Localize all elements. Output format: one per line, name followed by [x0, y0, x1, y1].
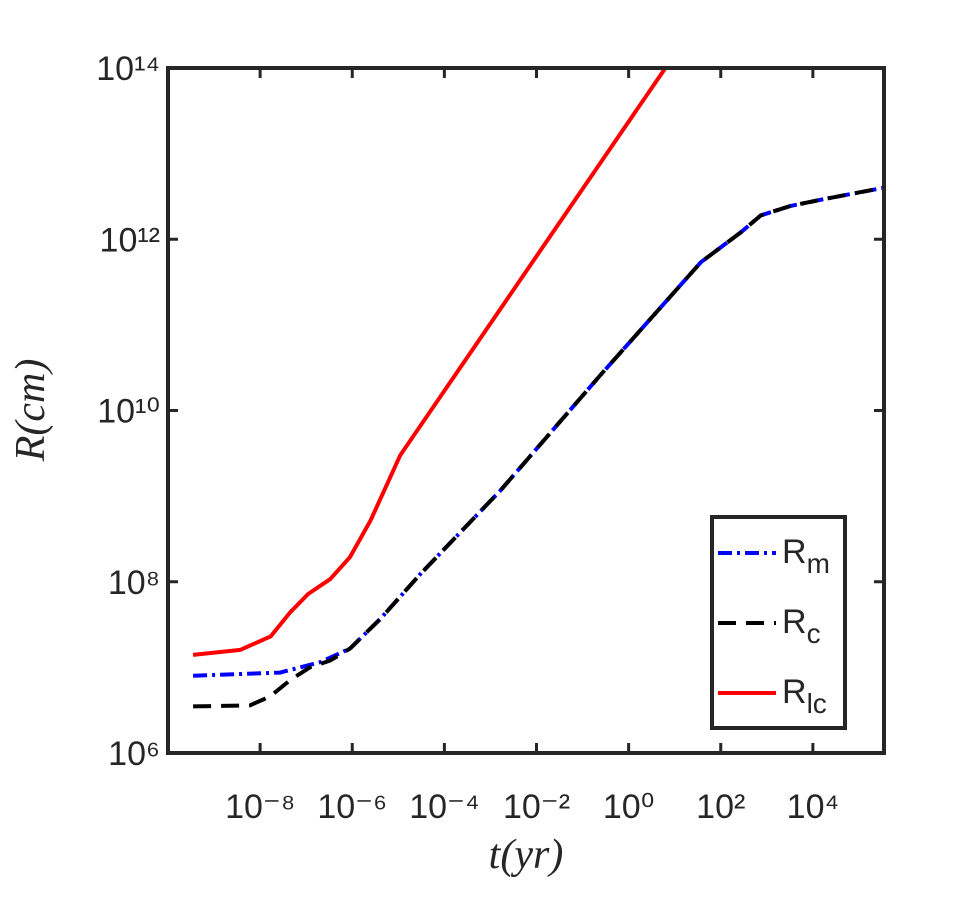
x-axis-label: t(yr) — [489, 832, 564, 878]
y-axis-label: R(cm) — [8, 359, 54, 463]
x-tick-label: 10⁻⁴ — [409, 788, 479, 826]
y-tick-label: 10⁸ — [108, 564, 160, 602]
y-tick-label: 10¹² — [100, 221, 160, 259]
y-tick-label: 10⁶ — [108, 735, 160, 773]
line — [193, 185, 884, 709]
x-tick-label: 10² — [696, 788, 745, 826]
plot-frame — [166, 66, 886, 755]
x-tick-label: 10⁻⁸ — [225, 788, 295, 826]
x-tick-label: 10⁴ — [787, 788, 839, 826]
x-tick-label: 10⁻² — [503, 788, 570, 826]
x-tick-label: 10⁰ — [603, 788, 654, 826]
x-tick-label: 10⁻⁶ — [317, 788, 387, 826]
y-tick-label: 10¹⁴ — [96, 50, 160, 88]
y-tick-label: 10¹⁰ — [97, 393, 160, 431]
line — [192, 68, 668, 657]
